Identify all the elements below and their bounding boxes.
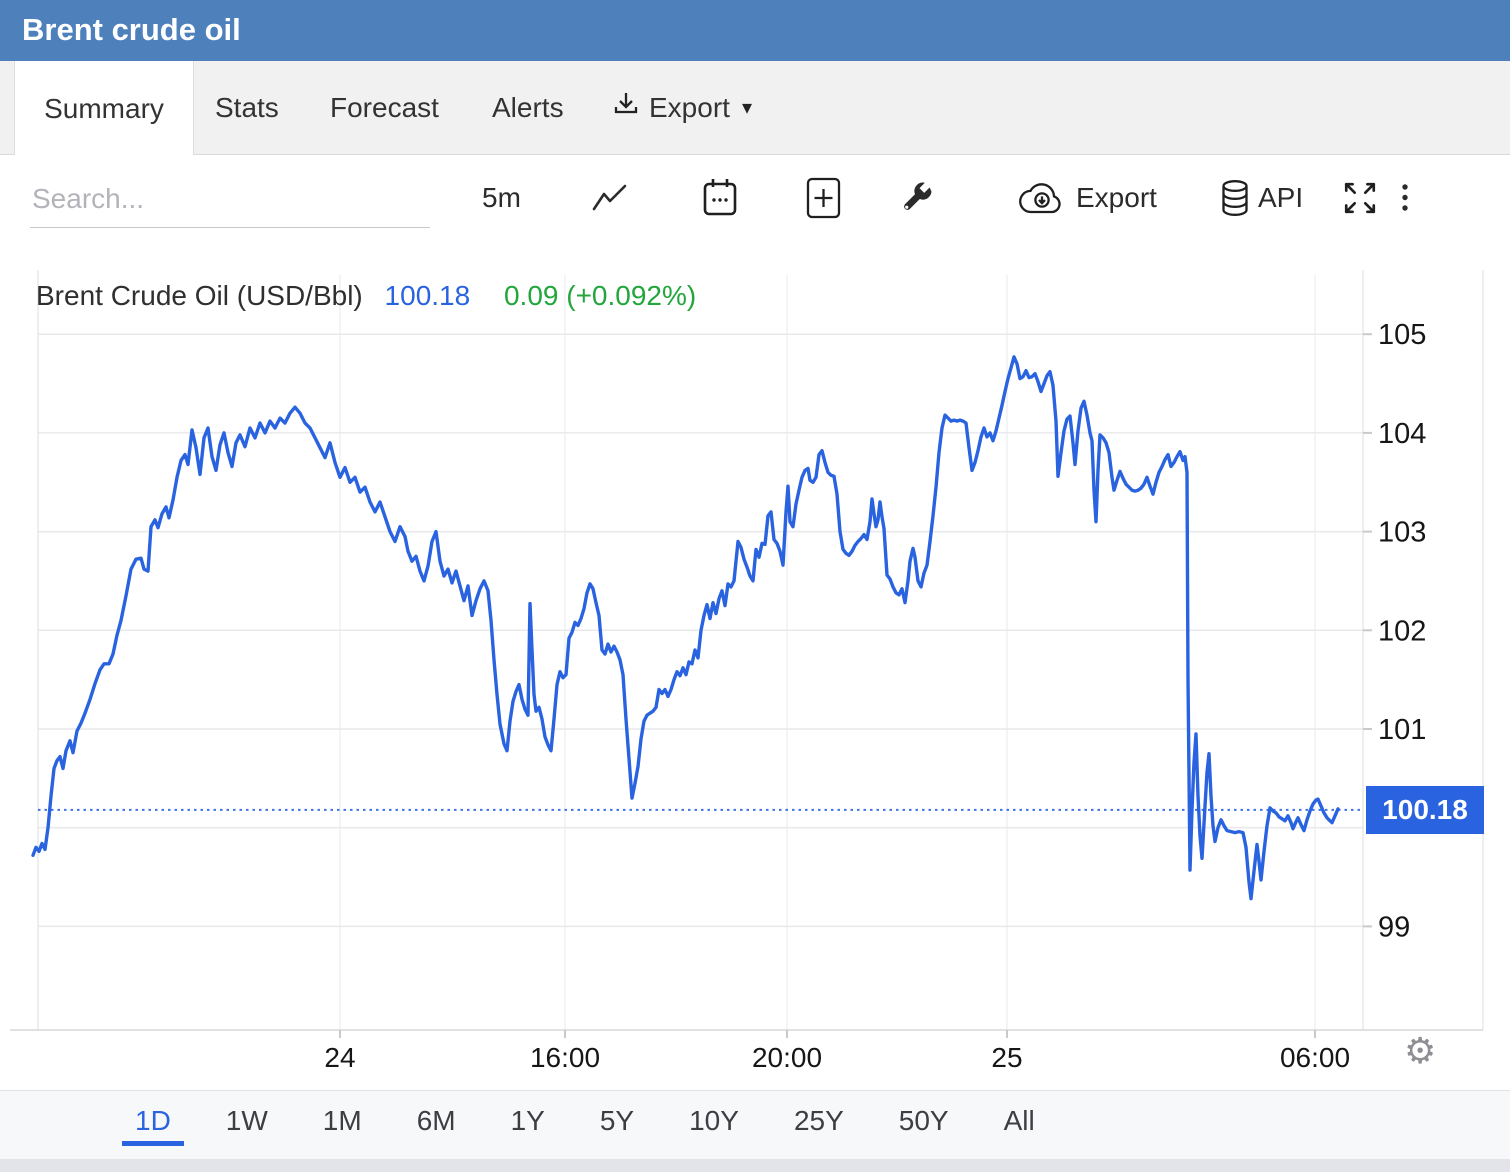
range-1m[interactable]: 1M bbox=[310, 1099, 375, 1146]
range-1w[interactable]: 1W bbox=[213, 1099, 281, 1146]
svg-text:16:00: 16:00 bbox=[530, 1042, 600, 1073]
tools-button[interactable] bbox=[900, 155, 933, 240]
range-25y[interactable]: 25Y bbox=[781, 1099, 857, 1146]
page-bottom-strip bbox=[0, 1159, 1510, 1172]
fullscreen-icon bbox=[1342, 180, 1378, 216]
range-bar: 1D 1W 1M 6M 1Y 5Y 10Y 25Y 50Y All bbox=[0, 1090, 1510, 1159]
tab-bar: Summary Stats Forecast Alerts Export ▾ bbox=[0, 61, 1510, 156]
svg-text:104: 104 bbox=[1378, 418, 1426, 450]
current-price-badge: 100.18 bbox=[1366, 785, 1484, 834]
svg-text:25: 25 bbox=[991, 1042, 1022, 1073]
chart-legend: Brent Crude Oil (USD/Bbl) 100.18 0.09 (+… bbox=[36, 280, 696, 316]
instrument-name: Brent Crude Oil (USD/Bbl) bbox=[36, 280, 363, 311]
range-50y[interactable]: 50Y bbox=[886, 1099, 962, 1146]
settings-icon[interactable]: ⚙ bbox=[1404, 1030, 1437, 1071]
page-title: Brent crude oil bbox=[22, 12, 241, 47]
add-indicator-button[interactable] bbox=[806, 155, 841, 240]
more-menu-button[interactable] bbox=[1400, 155, 1410, 240]
calendar-icon bbox=[702, 178, 738, 218]
fullscreen-button[interactable] bbox=[1342, 155, 1378, 240]
kebab-menu-icon bbox=[1400, 183, 1410, 213]
plot-canvas: 105 104 103 102 101 99 24 16:00 20:00 25 06:00 bbox=[10, 270, 1484, 1073]
price-chart[interactable]: 105 104 103 102 101 99 24 16:00 20:00 25 06:00 Bre… bbox=[0, 240, 1510, 1172]
svg-text:24: 24 bbox=[324, 1042, 355, 1073]
svg-text:06:00: 06:00 bbox=[1280, 1042, 1350, 1073]
search-field bbox=[30, 168, 434, 229]
export-label: Export bbox=[1076, 181, 1157, 213]
download-icon bbox=[613, 61, 639, 155]
svg-text:20:00: 20:00 bbox=[752, 1042, 822, 1073]
range-1d[interactable]: 1D bbox=[122, 1099, 184, 1146]
chevron-down-icon: ▾ bbox=[741, 97, 752, 119]
range-5y[interactable]: 5Y bbox=[587, 1099, 647, 1146]
tab-alerts[interactable]: Alerts bbox=[492, 61, 564, 155]
date-range-button[interactable] bbox=[702, 155, 738, 240]
range-10y[interactable]: 10Y bbox=[676, 1099, 752, 1146]
app-header: Brent crude oil bbox=[0, 0, 1510, 61]
tab-stats[interactable]: Stats bbox=[215, 61, 279, 155]
last-price: 100.18 bbox=[384, 280, 471, 311]
range-6m[interactable]: 6M bbox=[404, 1099, 469, 1146]
svg-text:99: 99 bbox=[1378, 911, 1410, 943]
chart-type-button[interactable] bbox=[592, 155, 628, 240]
tab-export[interactable]: Export ▾ bbox=[613, 61, 752, 155]
cloud-download-icon bbox=[1018, 181, 1066, 215]
interval-label: 5m bbox=[482, 181, 521, 213]
range-all[interactable]: All bbox=[991, 1099, 1048, 1146]
svg-text:103: 103 bbox=[1378, 517, 1426, 549]
api-label: API bbox=[1258, 181, 1304, 213]
line-chart-icon bbox=[592, 184, 628, 211]
range-1y[interactable]: 1Y bbox=[498, 1099, 558, 1146]
tab-export-label: Export bbox=[649, 92, 730, 123]
api-button[interactable]: API bbox=[1220, 155, 1303, 240]
tab-forecast[interactable]: Forecast bbox=[330, 61, 439, 155]
wrench-icon bbox=[900, 181, 933, 214]
svg-text:101: 101 bbox=[1378, 714, 1426, 746]
svg-text:105: 105 bbox=[1378, 319, 1426, 351]
price-change: 0.09 (+0.092%) bbox=[503, 280, 697, 311]
plus-square-icon bbox=[806, 177, 841, 219]
database-icon bbox=[1220, 179, 1250, 217]
export-button[interactable]: Export bbox=[1018, 155, 1157, 240]
search-input[interactable] bbox=[30, 168, 434, 229]
tab-summary[interactable]: Summary bbox=[14, 61, 194, 156]
svg-text:102: 102 bbox=[1378, 615, 1426, 647]
interval-button[interactable]: 5m bbox=[482, 155, 521, 240]
